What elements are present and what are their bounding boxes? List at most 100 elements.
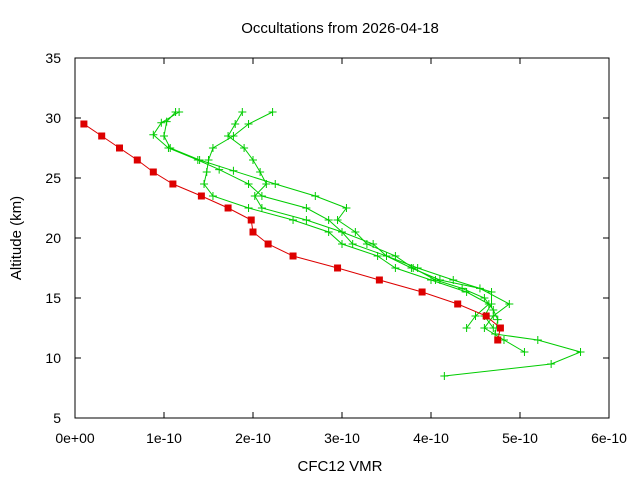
data-point bbox=[244, 180, 253, 188]
data-point bbox=[80, 120, 88, 128]
y-tick-label: 25 bbox=[45, 170, 61, 186]
x-tick-label: 2e-10 bbox=[235, 430, 271, 446]
x-tick-label: 6e-10 bbox=[591, 430, 627, 446]
series-line bbox=[163, 111, 583, 377]
data-point bbox=[480, 294, 489, 302]
data-point bbox=[175, 108, 184, 116]
data-point bbox=[249, 156, 257, 164]
x-tick-label: 1e-10 bbox=[146, 430, 182, 446]
data-point bbox=[449, 276, 458, 284]
data-point bbox=[576, 348, 585, 356]
data-point bbox=[200, 180, 209, 188]
data-point bbox=[244, 120, 253, 128]
data-point bbox=[256, 168, 265, 176]
data-point bbox=[302, 216, 311, 224]
data-point bbox=[454, 300, 462, 308]
x-tick-label: 3e-10 bbox=[324, 430, 360, 446]
data-point bbox=[204, 156, 213, 164]
data-point bbox=[202, 168, 211, 176]
chart-title: Occultations from 2026-04-18 bbox=[241, 20, 439, 37]
x-axis-label: CFC12 VMR bbox=[297, 458, 382, 475]
series-1 bbox=[160, 108, 585, 380]
data-point bbox=[224, 132, 233, 140]
data-point bbox=[98, 132, 106, 140]
data-point bbox=[229, 166, 238, 175]
data-point bbox=[262, 180, 271, 188]
data-point bbox=[333, 216, 342, 224]
data-point bbox=[375, 276, 383, 284]
data-point bbox=[334, 264, 342, 272]
y-tick-label: 30 bbox=[45, 110, 61, 126]
data-point bbox=[487, 288, 496, 296]
data-point bbox=[257, 204, 266, 212]
data-point bbox=[324, 228, 333, 236]
axis-ticks: 0e+00 1e-10 2e-10 3e-10 4e-10 5e-10 6e-10 5 10 15… bbox=[45, 50, 627, 446]
data-point bbox=[391, 252, 400, 260]
data-point bbox=[489, 312, 498, 320]
data-point bbox=[499, 336, 508, 344]
data-point bbox=[197, 192, 205, 200]
data-point bbox=[348, 240, 357, 248]
data-point bbox=[493, 315, 502, 324]
data-point bbox=[351, 228, 360, 236]
data-point bbox=[215, 165, 224, 174]
y-tick-label: 35 bbox=[45, 50, 61, 66]
data-point bbox=[324, 216, 333, 224]
y-axis-label: Altitude (km) bbox=[8, 196, 25, 280]
data-point bbox=[240, 144, 249, 152]
data-point bbox=[471, 312, 480, 320]
data-point bbox=[249, 228, 257, 236]
data-point bbox=[289, 252, 297, 260]
data-point bbox=[116, 144, 123, 152]
series-3 bbox=[200, 108, 493, 332]
data-point bbox=[244, 204, 253, 212]
data-point bbox=[462, 324, 471, 332]
y-tick-label: 15 bbox=[45, 290, 61, 306]
data-point bbox=[264, 240, 272, 248]
data-point bbox=[496, 324, 504, 332]
data-point bbox=[487, 300, 496, 308]
data-point bbox=[224, 204, 232, 212]
data-point bbox=[149, 168, 157, 176]
data-point bbox=[208, 192, 217, 200]
data-point bbox=[482, 312, 490, 320]
data-point bbox=[169, 180, 177, 188]
data-point bbox=[382, 252, 391, 260]
y-tick-label: 5 bbox=[53, 410, 61, 426]
x-tick-label: 5e-10 bbox=[502, 430, 538, 446]
data-point bbox=[369, 240, 378, 248]
data-point bbox=[494, 336, 502, 344]
data-point bbox=[480, 324, 489, 332]
data-point bbox=[533, 336, 542, 344]
series-4 bbox=[224, 108, 498, 332]
data-point bbox=[338, 240, 346, 248]
series-layer bbox=[80, 108, 585, 380]
data-point bbox=[311, 192, 320, 200]
series-5 bbox=[80, 120, 504, 344]
data-point bbox=[257, 192, 266, 200]
data-point bbox=[458, 284, 467, 293]
data-point bbox=[160, 132, 168, 140]
data-point bbox=[238, 108, 247, 116]
data-point bbox=[413, 264, 422, 272]
data-point bbox=[547, 360, 556, 368]
data-point bbox=[302, 204, 311, 212]
data-point bbox=[505, 300, 514, 308]
plot-frame bbox=[74, 57, 610, 419]
y-tick-label: 10 bbox=[45, 350, 61, 366]
data-point bbox=[342, 204, 351, 212]
data-point bbox=[440, 372, 449, 380]
data-point bbox=[231, 120, 240, 128]
data-point bbox=[289, 216, 298, 224]
data-point bbox=[427, 276, 435, 284]
x-tick-label: 0e+00 bbox=[55, 430, 95, 446]
data-point bbox=[149, 130, 158, 139]
data-point bbox=[247, 216, 255, 224]
data-point bbox=[489, 324, 498, 332]
data-point bbox=[250, 192, 259, 200]
data-point bbox=[373, 252, 382, 260]
data-point bbox=[164, 144, 173, 152]
data-point bbox=[271, 180, 280, 188]
x-tick-label: 4e-10 bbox=[413, 430, 449, 446]
